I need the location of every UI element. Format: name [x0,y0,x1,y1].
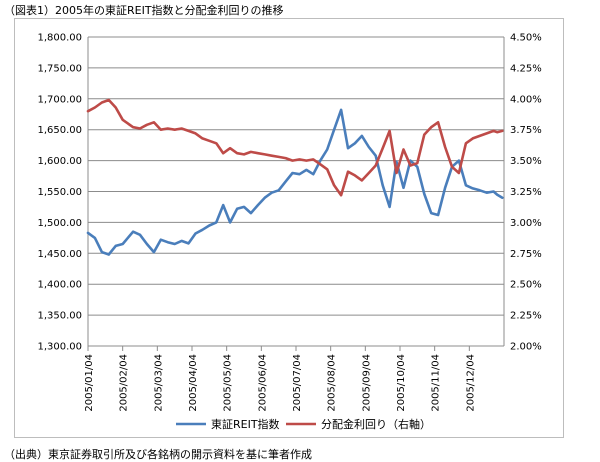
y-left-tick-label: 1,700.00 [37,94,82,105]
y-right-tick-label: 3.00% [510,218,542,229]
x-tick-label: 2005/05/04 [223,354,234,412]
y-left-tick-label: 1,650.00 [37,125,82,136]
x-tick-label: 2005/03/04 [153,354,164,412]
y-right-tick-label: 3.25% [510,187,542,198]
y-left-tick-label: 1,750.00 [37,63,82,74]
x-tick-label: 2005/07/04 [292,354,303,412]
x-tick-label: 2005/09/04 [361,354,372,412]
y-right-tick-label: 4.50% [510,33,542,44]
x-tick-label: 2005/10/04 [396,354,407,412]
x-tick-label: 2005/12/04 [465,354,476,412]
y-left-tick-label: 1,400.00 [37,280,82,291]
y-left-tick-label: 1,450.00 [37,249,82,260]
y-right-tick-label: 3.75% [510,125,542,136]
y-left-tick-label: 1,500.00 [37,218,82,229]
series-line-reit-index [86,108,504,256]
y-right-tick-label: 2.50% [510,280,542,291]
x-tick-label: 2005/01/04 [84,354,95,412]
x-tick-label: 2005/08/04 [327,354,338,412]
y-right-tick-label: 3.50% [510,156,542,167]
y-left-tick-label: 1,800.00 [37,33,82,44]
legend-label-reit-index: 東証REIT指数 [211,417,280,431]
y-left-tick-label: 1,300.00 [37,342,82,353]
y-right-tick-label: 4.25% [510,63,542,74]
legend-label-dividend-yield: 分配金利回り（右軸） [321,417,431,431]
x-tick-label: 2005/11/04 [431,354,442,412]
y-right-tick-label: 2.25% [510,311,542,322]
series-line-dividend-yield [86,98,504,197]
source-note: （出典）東京証券取引所及び各銘柄の開示資料を基に筆者作成 [4,448,312,461]
x-tick-label: 2005/04/04 [188,354,199,412]
y-right-tick-label: 2.75% [510,249,542,260]
y-right-tick-label: 4.00% [510,94,542,105]
chart-title: （図表1）2005年の東証REIT指数と分配金利回りの推移 [4,4,284,17]
x-tick-label: 2005/06/04 [257,354,268,412]
x-tick-label: 2005/02/04 [119,354,130,412]
chart-area [14,18,564,438]
y-left-tick-label: 1,550.00 [37,187,82,198]
y-left-tick-label: 1,600.00 [37,156,82,167]
y-left-tick-label: 1,350.00 [37,311,82,322]
y-right-tick-label: 2.00% [510,342,542,353]
